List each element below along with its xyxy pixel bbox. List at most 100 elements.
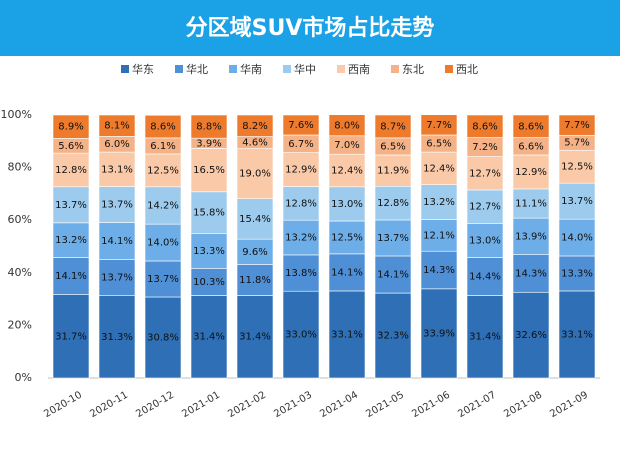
x-tick-label: 2021-04 — [318, 390, 360, 420]
bar-segment — [190, 191, 228, 234]
data-label: 11.1% — [515, 198, 547, 209]
data-label: 12.5% — [147, 165, 179, 176]
data-label: 8.9% — [58, 122, 83, 133]
bar-segment — [512, 254, 550, 293]
data-label: 30.8% — [147, 332, 179, 343]
bar-segment — [512, 154, 550, 190]
title-banner — [0, 0, 620, 56]
y-tick-label: 80% — [8, 161, 32, 174]
x-tick-label: 2020-11 — [88, 390, 130, 420]
bar-segment — [98, 186, 136, 223]
data-label: 12.5% — [331, 232, 363, 243]
y-tick-label: 0% — [15, 371, 32, 384]
data-label: 33.1% — [561, 329, 593, 340]
data-label: 31.7% — [55, 331, 87, 342]
y-tick-label: 60% — [8, 213, 32, 226]
data-label: 12.9% — [285, 165, 317, 176]
data-label: 12.4% — [423, 163, 455, 174]
bar-segment — [236, 148, 274, 199]
bar-segment — [328, 114, 366, 137]
bar-segment — [190, 295, 228, 379]
data-label: 13.2% — [55, 235, 87, 246]
data-label: 31.4% — [239, 332, 271, 343]
data-label: 16.5% — [193, 165, 225, 176]
bar-segment — [144, 296, 182, 379]
bar-segment — [512, 188, 550, 219]
y-tick-label: 100% — [1, 108, 32, 121]
legend-swatch — [229, 65, 237, 73]
bar-segment — [466, 257, 504, 296]
bar-segment — [558, 290, 596, 379]
bar-segment — [420, 219, 458, 252]
data-label: 8.8% — [196, 122, 221, 133]
data-label: 8.2% — [242, 121, 267, 132]
bar-segment — [512, 114, 550, 138]
bar-segment — [282, 219, 320, 256]
data-label: 8.6% — [150, 122, 175, 133]
legend-label: 东北 — [402, 63, 424, 76]
data-label: 8.0% — [334, 120, 359, 131]
bar-segment — [144, 153, 182, 188]
data-label: 15.4% — [239, 214, 271, 225]
bar-segment — [236, 114, 274, 137]
bar-segment — [144, 223, 182, 262]
bar-segment — [144, 260, 182, 298]
data-label: 12.8% — [55, 165, 87, 176]
data-label: 19.0% — [239, 169, 271, 180]
legend-label: 华中 — [294, 62, 316, 76]
legend-swatch — [283, 65, 291, 73]
data-label: 13.7% — [101, 200, 133, 211]
bar-segment — [98, 222, 136, 260]
data-label: 6.6% — [518, 141, 543, 152]
data-label: 10.3% — [193, 277, 225, 288]
data-label: 8.1% — [104, 121, 129, 132]
bar-segment — [374, 185, 412, 221]
data-label: 12.7% — [469, 168, 501, 179]
bar-segment — [282, 114, 320, 136]
data-label: 5.6% — [58, 141, 83, 152]
data-label: 12.1% — [423, 230, 455, 241]
bar-segment — [328, 186, 366, 222]
data-label: 6.1% — [150, 141, 175, 152]
data-label: 12.5% — [561, 162, 593, 173]
x-tick-label: 2021-06 — [410, 390, 452, 420]
data-label: 4.6% — [242, 138, 267, 149]
bar-segment — [190, 114, 228, 139]
data-label: 31.3% — [101, 332, 133, 343]
bar-segment — [328, 290, 366, 379]
data-label: 8.6% — [472, 121, 497, 132]
data-label: 12.9% — [515, 167, 547, 178]
data-label: 13.1% — [101, 164, 133, 175]
bar-segment — [282, 290, 320, 379]
data-label: 12.8% — [285, 198, 317, 209]
data-label: 11.9% — [377, 166, 409, 177]
bar-segment — [52, 114, 90, 139]
data-label: 13.3% — [561, 268, 593, 279]
bar-segment — [558, 182, 596, 220]
data-label: 14.1% — [101, 236, 133, 247]
data-label: 14.3% — [423, 265, 455, 276]
data-label: 8.6% — [518, 121, 543, 132]
bar-segment — [466, 295, 504, 379]
data-label: 32.6% — [515, 330, 547, 341]
bar-segment — [466, 189, 504, 224]
data-label: 7.2% — [472, 142, 497, 153]
data-label: 31.4% — [193, 332, 225, 343]
bar-segment — [98, 151, 136, 187]
bar-segment — [374, 292, 412, 379]
x-tick-label: 2021-09 — [548, 390, 590, 420]
data-label: 14.1% — [377, 270, 409, 281]
data-label: 13.0% — [331, 199, 363, 210]
bar-segment — [282, 152, 320, 187]
bar-segment — [282, 186, 320, 221]
data-label: 32.3% — [377, 331, 409, 342]
bar-segment — [420, 114, 458, 136]
data-label: 6.5% — [426, 139, 451, 150]
data-label: 11.8% — [239, 275, 271, 286]
bar-segment — [190, 148, 228, 193]
data-label: 7.7% — [426, 120, 451, 131]
data-label: 14.4% — [469, 271, 501, 282]
legend-swatch — [175, 65, 183, 73]
bar-segment — [52, 186, 90, 224]
bar-segment — [144, 114, 182, 139]
